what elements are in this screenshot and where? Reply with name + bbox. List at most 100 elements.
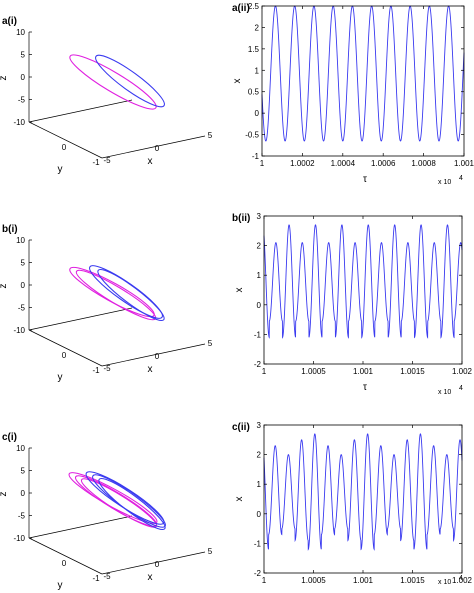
x-tick-label: 0 [155,144,160,153]
x-axis-label: τ [363,591,367,593]
y-tick-label: 2 [257,451,262,460]
y-tick-label: -1 [92,158,100,167]
y-tick-label: 1 [255,66,260,75]
panel-label: a(ii) [232,3,250,14]
y-tick-label: 2 [257,242,262,251]
z-tick-label: -5 [18,96,26,105]
z-tick-label: 10 [16,28,25,37]
axis-line [28,537,103,575]
y-axis-label: y [58,164,63,175]
z-tick-label: -5 [18,512,26,521]
x-tick-label: 1 [262,367,267,376]
x-tick-label: 0 [155,352,160,361]
x-tick-label: 1.001 [454,159,474,168]
axis-line [28,99,133,123]
series-line [263,224,463,339]
z-tick-label: 0 [21,73,26,82]
y-tick-label: 0.5 [248,88,260,97]
timeseries-panel-3: 3210-1-211.00051.0011.00151.002τxc(ii)x … [232,421,473,593]
panel-label: c(ii) [232,422,250,433]
z-tick-label: 5 [21,259,26,268]
panel-label: b(ii) [232,213,250,224]
y-tick-label: 3 [257,212,262,221]
series-line [263,433,463,551]
x-tick-label: 1.002 [452,576,473,585]
y-tick-label: -1 [254,330,262,339]
orbit-curve [69,54,157,110]
x-axis-label: x [148,364,153,375]
x-multiplier-label: x 10 [438,389,451,396]
y-tick-label: -2 [254,569,262,578]
y-tick-label: 2 [255,23,260,32]
z-tick-label: 0 [21,281,26,290]
z-tick-label: 5 [21,467,26,476]
x-axis-label: x [148,572,153,583]
x-tick-label: 1.0005 [301,367,326,376]
orbit-curve [97,268,165,322]
x-tick-label: 5 [208,339,213,348]
y-tick-label: 3 [257,421,262,430]
series-line [261,5,465,142]
z-axis-label: z [0,492,9,497]
y-tick-label: 0 [257,301,262,310]
orbit-curve [95,54,165,108]
y-axis-label: y [58,372,63,383]
y-tick-label: 2.5 [248,2,260,11]
axis-line [101,551,206,575]
z-tick-label: 0 [21,489,26,498]
x-tick-label: 1.0004 [331,159,356,168]
z-tick-label: 10 [16,444,25,453]
axis-line [101,343,206,367]
y-tick-label: 1 [257,271,262,280]
plot-frame [263,424,463,574]
x-tick-label: -5 [103,572,111,581]
x-tick-label: 1.0015 [400,576,425,585]
y-axis-label: y [58,580,63,591]
y-tick-label: -1 [92,366,100,375]
axis-line [28,329,103,367]
axis-line [28,307,133,331]
y-tick-label: 1.5 [248,45,260,54]
y-tick-label: -0.5 [245,131,259,140]
axis-line [28,515,133,539]
x-tick-label: 1 [260,159,265,168]
plot-frame [261,5,465,157]
x-multiplier-label: x 10 [438,179,451,186]
x-tick-label: 1.0015 [400,367,425,376]
y-tick-label: 0 [62,143,67,152]
y-tick-label: 0 [62,559,67,568]
panel-label: a(i) [2,16,17,27]
y-axis-label: x [232,79,243,84]
orbit-curve [98,477,166,531]
y-tick-label: -1 [252,152,260,161]
x-tick-label: -5 [103,156,111,165]
x-tick-label: -5 [103,364,111,373]
x-tick-label: 1.0002 [290,159,315,168]
panel-label: c(i) [2,432,17,443]
y-axis-label: x [234,497,245,502]
x-tick-label: 1.0006 [371,159,396,168]
y-tick-label: -1 [254,539,262,548]
x-tick-label: 5 [208,131,213,140]
x-multiplier-exponent: 4 [459,575,463,582]
y-tick-label: 1 [257,480,262,489]
panel-label: b(i) [2,224,18,235]
y-tick-label: 0 [257,510,262,519]
plot-frame [263,215,463,365]
axis-line [101,135,206,159]
x-tick-label: 1.001 [353,576,374,585]
z-tick-label: -5 [18,304,26,313]
x-tick-label: 1.001 [353,367,374,376]
x-multiplier-label: x 10 [438,579,451,586]
x-multiplier-exponent: 4 [459,385,463,392]
z-tick-label: -10 [13,118,25,127]
z-tick-label: -10 [13,534,25,543]
x-tick-label: 1 [262,576,267,585]
y-tick-label: 0 [255,109,260,118]
x-tick-label: 1.0005 [301,576,326,585]
